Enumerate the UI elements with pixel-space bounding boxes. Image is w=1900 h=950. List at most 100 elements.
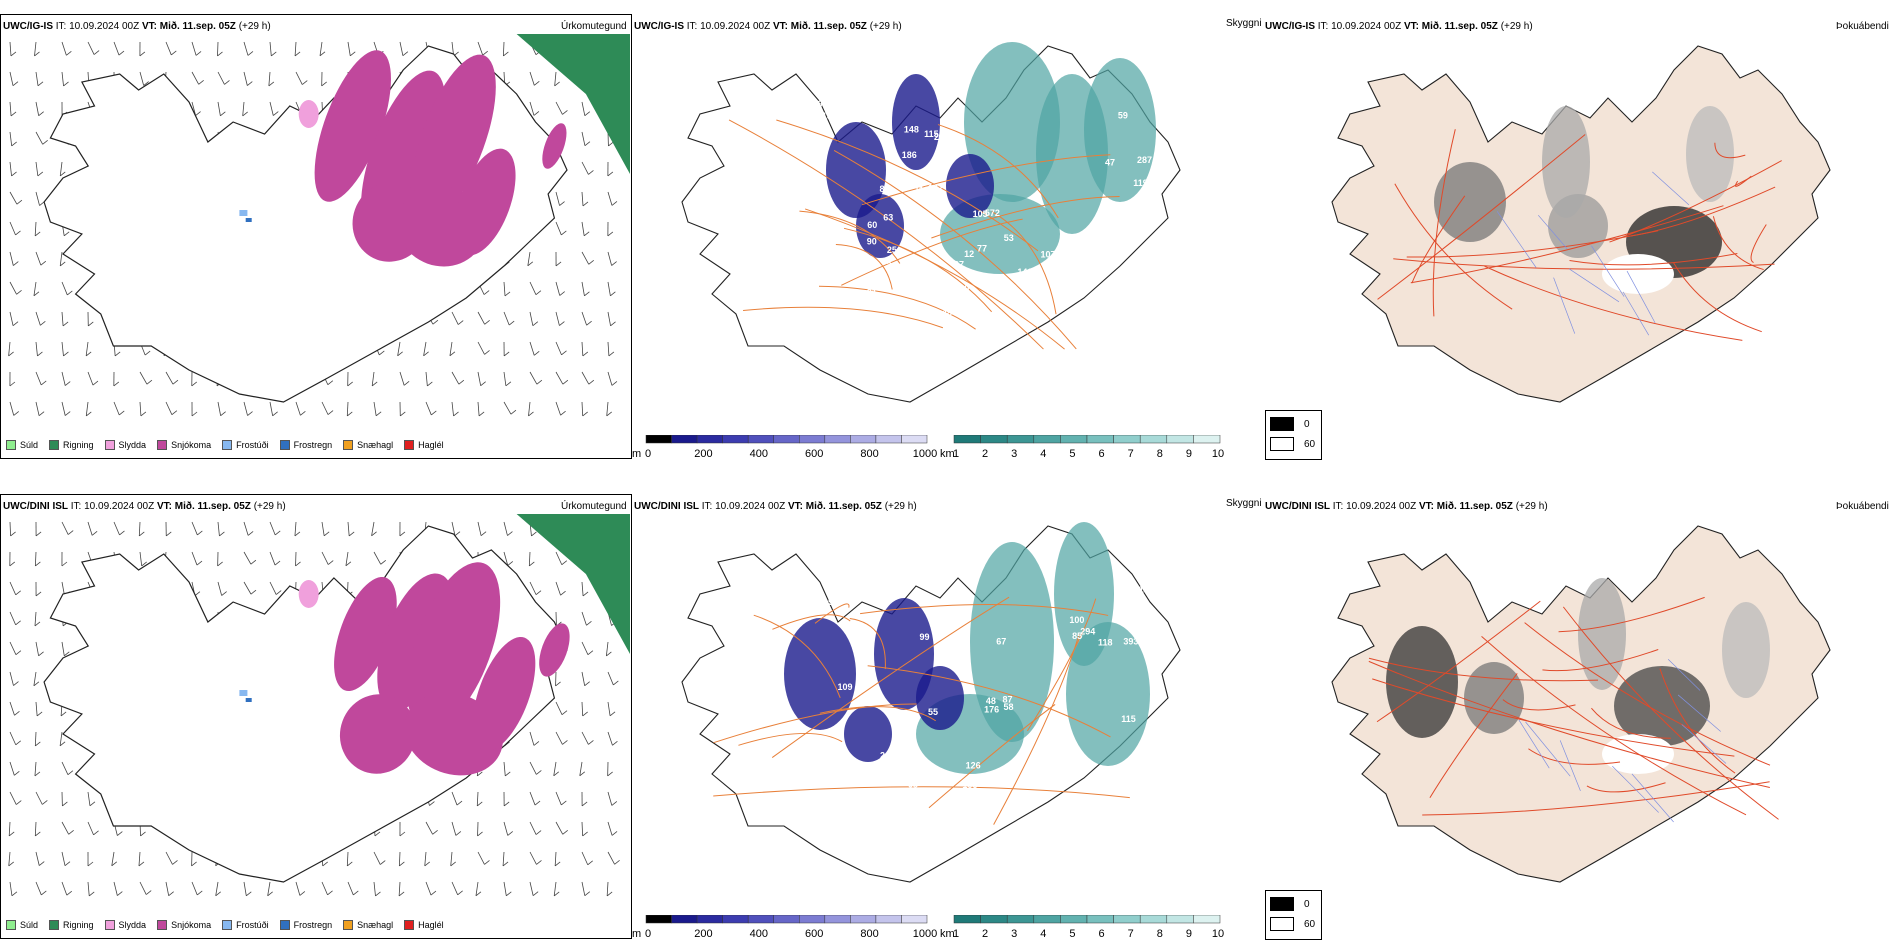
ceiling-value-label: 572 [985,208,1000,218]
fog-panel-header: UWC/IG-IS IT: 10.09.2024 00Z VT: Mið. 11… [1265,21,1533,32]
wind-barb [607,731,613,746]
wind-barb [191,881,198,896]
wind-barb-flag [534,800,541,806]
wind-barb [87,821,94,836]
colorbar-unit: m [632,448,641,460]
ceiling-value-label: 55 [928,707,938,717]
wind-barb-flag [611,201,618,206]
road-line [771,596,1010,758]
legend-item: Snæhagl [343,440,393,450]
snow-area [407,562,501,730]
wind-barb-flag [402,51,409,57]
wind-barb-flag [588,259,594,265]
wind-barb [607,851,615,865]
wind-barb [581,191,584,206]
wind-barb [581,401,584,417]
visibility-area [964,42,1060,202]
legend-swatch [6,440,16,450]
wind-barb [61,851,66,866]
wind-barb-flag [172,379,179,385]
wind-barb-flag [505,771,511,777]
wind-barb-flag [171,410,178,416]
wind-barb [59,251,63,266]
wind-barb [319,41,323,56]
wind-barb [373,851,381,865]
wind-barb-flag [64,651,70,657]
wind-barb [503,881,507,896]
wind-barb [502,41,505,57]
wind-barb [139,371,148,385]
fog-key-swatch [1270,897,1294,911]
colorbar-segment [696,915,723,924]
wind-barb-flag [34,621,41,627]
wind-barb [529,311,534,326]
ceiling-value-label: 107 [1041,250,1056,260]
road-line [1734,175,1752,187]
wind-barb [267,881,271,896]
wind-barb [35,851,40,866]
wind-barb [528,551,531,567]
wind-barb-flag [224,80,230,85]
wind-barb [139,401,142,416]
wind-barb-flag [220,111,226,117]
colorbar-tick-label: 0 [645,928,651,940]
wind-barb-flag [327,890,333,896]
river-line [1591,245,1625,297]
ceiling-value-label: 294 [1080,627,1095,637]
visibility-area [970,542,1054,742]
wind-barb-flag [561,230,567,236]
road-line [728,119,1044,350]
ceiling-value-label: 67 [996,637,1006,647]
legend-label: Frostúði [236,440,269,450]
precip-title: Úrkomutegund [561,21,627,32]
colorbar-segment [747,435,774,444]
wind-barb [8,341,11,356]
ceiling-value-label: 40 [959,284,969,294]
colorbar-tick-label: 7 [1128,928,1134,940]
rain-area [516,34,630,174]
wind-barb-flag [67,530,74,535]
colorbar-segment [1166,435,1194,444]
wind-barb [555,371,564,385]
wind-barb [61,41,67,56]
wind-barb-flag [197,890,203,896]
ceiling-value-label: 105 [973,209,988,219]
vt-label: VT: [156,501,172,512]
wind-barb [450,851,453,866]
wind-barb-flag [536,379,543,385]
wind-barb-flag [63,351,69,357]
colorbar-segment [645,915,672,924]
wind-barb-flag [117,891,123,896]
model-name: UWC/DINI ISL [3,501,68,512]
wind-barb [243,881,247,896]
vis-panel-header: UWC/DINI ISL IT: 10.09.2024 00Z VT: Mið.… [634,501,917,512]
legend-swatch [104,440,115,450]
wind-barb-flag [16,199,23,205]
wind-barb [607,251,612,266]
wind-barb-flag [141,561,147,567]
wind-barb-flag [535,590,542,595]
ceiling-area [874,598,934,710]
river-line [1667,659,1701,691]
wind-barb [242,101,245,116]
wind-barb-flag [561,350,567,356]
wind-barb [581,701,584,717]
fog-key-label: 60 [1304,438,1316,450]
wind-barb-flag [247,531,254,536]
wind-barb-flag [400,411,406,417]
wind-barb-flag [612,740,618,746]
fog-area [1542,106,1590,218]
colorbar-segment [722,435,749,444]
ceiling-colorbar: m 0 200 400 600 800 1000 [632,915,937,940]
wind-barb-flag [111,861,118,867]
legend-label: Frostregn [293,440,333,450]
wind-barb-flag [42,800,48,805]
wind-barb [503,311,510,326]
colorbar-segment [875,915,902,924]
wind-barb-flag [347,861,353,867]
wind-barb [34,821,37,837]
wind-barb [371,521,375,536]
wind-barb-flag [505,381,512,387]
wind-barb [581,131,586,146]
colorbar-segment [875,435,902,444]
